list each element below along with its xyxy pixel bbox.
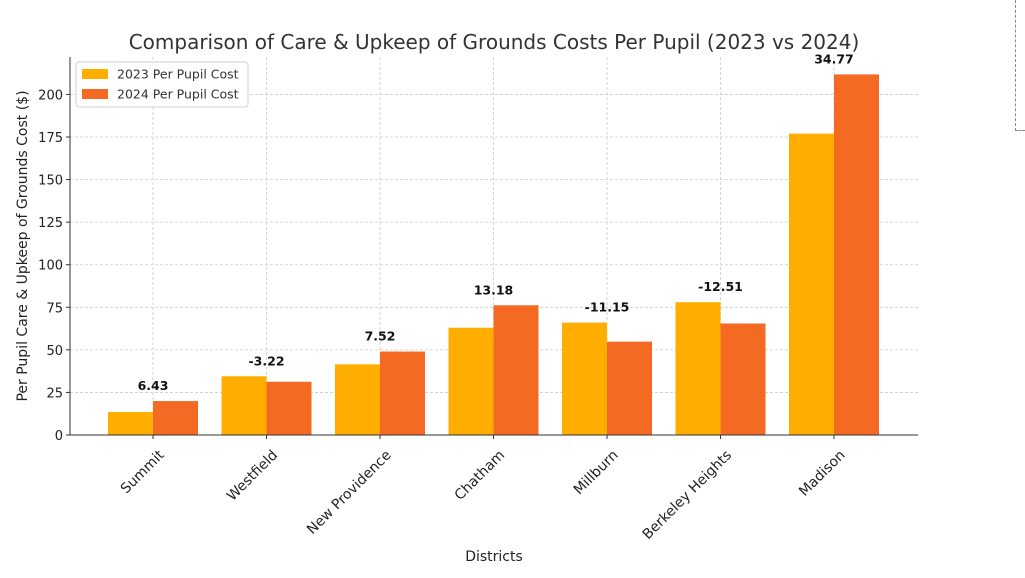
change-annotation: -3.22	[248, 353, 284, 368]
x-tick-label: Millburn	[571, 447, 622, 498]
legend-box	[75, 61, 249, 108]
x-tick-label: New Providence	[304, 447, 395, 538]
y-tick-label: 200	[38, 88, 63, 103]
panel-edge	[1015, 0, 1025, 131]
bar-2023	[562, 322, 607, 435]
bar-2024	[834, 74, 879, 436]
x-axis-label: Districts	[465, 549, 523, 565]
legend-swatch	[82, 69, 108, 79]
bar-2024	[720, 323, 766, 435]
y-tick-label: 175	[38, 131, 63, 146]
bar-2023	[221, 376, 267, 435]
x-tick-label: Westfield	[224, 447, 281, 504]
change-annotation: 6.43	[138, 378, 169, 393]
y-tick-label: 25	[46, 386, 63, 401]
change-annotation: 13.18	[474, 282, 514, 297]
x-tick-label: Chatham	[452, 447, 508, 503]
change-annotation: -12.51	[698, 279, 743, 294]
bar-2023	[448, 327, 494, 435]
x-tick-label: Madison	[796, 447, 848, 499]
bar-2023	[335, 364, 380, 435]
y-axis-label: Per Pupil Care & Upkeep of Grounds Cost …	[15, 90, 31, 401]
y-tick-label: 0	[55, 429, 63, 444]
y-tick-label: 75	[46, 301, 63, 316]
y-tick-label: 50	[46, 344, 63, 359]
legend-swatch	[82, 89, 108, 99]
y-tick-label: 125	[38, 216, 63, 231]
change-annotation: 34.77	[814, 51, 854, 66]
bar-2024	[380, 351, 425, 435]
y-tick-label: 150	[38, 174, 63, 189]
bar-2024	[493, 305, 539, 435]
x-tick-label: Berkeley Heights	[640, 447, 735, 542]
bar-2023	[675, 302, 721, 435]
x-tick-label: Summit	[118, 447, 168, 497]
legend-label: 2023 Per Pupil Cost	[117, 67, 239, 82]
bar-2024	[153, 401, 198, 435]
change-annotation: 7.52	[365, 329, 396, 344]
legend-label: 2024 Per Pupil Cost	[117, 87, 239, 102]
chart-title: Comparison of Care & Upkeep of Grounds C…	[129, 30, 860, 54]
bar-2024	[266, 381, 312, 435]
bar-2023	[789, 133, 834, 435]
y-tick-label: 100	[38, 259, 63, 274]
change-annotation: -11.15	[585, 300, 630, 315]
bar-2023	[108, 412, 153, 435]
bar-2024	[607, 341, 652, 435]
